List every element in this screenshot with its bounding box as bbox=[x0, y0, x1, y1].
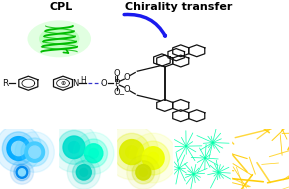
Circle shape bbox=[7, 137, 30, 160]
Circle shape bbox=[127, 155, 160, 189]
Text: O: O bbox=[124, 73, 130, 82]
Text: O: O bbox=[114, 88, 120, 97]
Text: O: O bbox=[124, 85, 130, 94]
Circle shape bbox=[58, 130, 90, 164]
Circle shape bbox=[140, 168, 147, 176]
Circle shape bbox=[25, 142, 45, 162]
Circle shape bbox=[120, 140, 144, 165]
Circle shape bbox=[76, 165, 91, 180]
Circle shape bbox=[10, 160, 34, 184]
Circle shape bbox=[63, 136, 85, 159]
Circle shape bbox=[73, 132, 114, 174]
Text: N: N bbox=[73, 79, 79, 88]
Circle shape bbox=[132, 161, 155, 184]
Circle shape bbox=[73, 161, 95, 184]
Circle shape bbox=[29, 146, 40, 158]
Circle shape bbox=[114, 133, 150, 171]
Circle shape bbox=[137, 141, 170, 175]
Text: P: P bbox=[114, 79, 119, 88]
Circle shape bbox=[136, 165, 151, 180]
Circle shape bbox=[16, 166, 28, 178]
Text: CPL: CPL bbox=[49, 2, 72, 12]
Circle shape bbox=[67, 155, 100, 189]
Text: R: R bbox=[2, 79, 8, 88]
Circle shape bbox=[50, 122, 98, 172]
Circle shape bbox=[148, 152, 159, 164]
Circle shape bbox=[84, 144, 103, 163]
Circle shape bbox=[126, 146, 138, 158]
FancyArrowPatch shape bbox=[124, 15, 165, 36]
Circle shape bbox=[14, 164, 30, 181]
Text: ⊕: ⊕ bbox=[60, 81, 66, 86]
Circle shape bbox=[12, 141, 25, 156]
Text: Chirality transfer: Chirality transfer bbox=[125, 2, 233, 12]
Text: O: O bbox=[114, 69, 120, 77]
Ellipse shape bbox=[39, 27, 79, 51]
Text: O: O bbox=[101, 79, 107, 88]
Circle shape bbox=[68, 142, 79, 153]
Ellipse shape bbox=[27, 20, 91, 57]
Circle shape bbox=[80, 168, 88, 176]
Text: H: H bbox=[80, 76, 86, 85]
Circle shape bbox=[0, 125, 42, 172]
Circle shape bbox=[2, 132, 35, 165]
Circle shape bbox=[105, 125, 158, 180]
Circle shape bbox=[142, 147, 164, 169]
Text: −: − bbox=[118, 92, 124, 98]
Circle shape bbox=[80, 139, 108, 168]
Circle shape bbox=[89, 149, 98, 158]
Circle shape bbox=[18, 169, 25, 176]
Circle shape bbox=[21, 138, 49, 166]
Circle shape bbox=[129, 133, 177, 183]
Circle shape bbox=[15, 132, 54, 172]
